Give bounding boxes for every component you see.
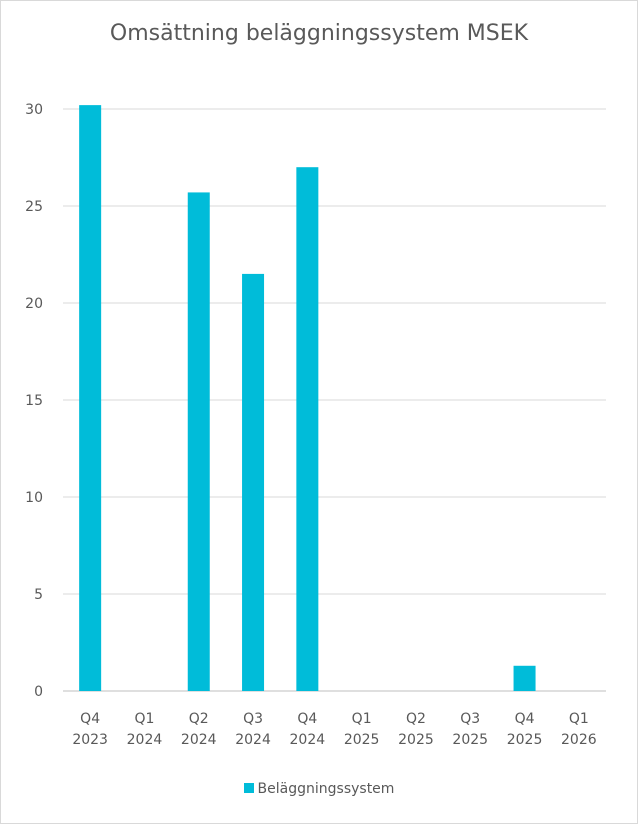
x-tick-label: 2024 [181, 732, 217, 748]
x-tick-label: 2025 [398, 732, 434, 748]
x-tick-label: 2023 [72, 732, 108, 748]
bar [242, 273, 265, 691]
x-tick-label: Q3 [460, 711, 480, 727]
y-tick-label: 30 [25, 102, 43, 118]
chart-legend: Beläggningssystem [1, 781, 637, 797]
x-tick-label: Q1 [569, 711, 589, 727]
bar [513, 665, 536, 691]
y-tick-label: 25 [25, 199, 43, 215]
bar [187, 192, 210, 692]
x-tick-label: Q1 [352, 711, 372, 727]
x-tick-label: 2024 [127, 732, 163, 748]
x-tick-label: 2024 [290, 732, 326, 748]
x-tick-label: 2025 [344, 732, 380, 748]
chart-title: Omsättning beläggningssystem MSEK [109, 21, 529, 46]
bar [296, 167, 319, 691]
legend-label: Beläggningssystem [257, 781, 395, 797]
x-tick-label: Q1 [134, 711, 154, 727]
x-tick-label: 2024 [235, 732, 271, 748]
y-tick-label: 0 [34, 684, 43, 700]
x-tick-label: Q4 [297, 711, 317, 727]
x-tick-label: Q2 [406, 711, 426, 727]
x-tick-label: Q4 [515, 711, 535, 727]
y-tick-label: 10 [25, 490, 43, 506]
legend-swatch [243, 783, 254, 793]
x-tick-label: Q3 [243, 711, 263, 727]
bar [79, 105, 102, 692]
y-tick-label: 15 [25, 393, 43, 409]
y-tick-label: 5 [34, 587, 43, 603]
x-tick-label: Q4 [80, 711, 100, 727]
x-tick-label: 2025 [452, 732, 488, 748]
y-tick-label: 20 [25, 296, 43, 312]
x-tick-label: Q2 [189, 711, 209, 727]
chart-plot: 051015202530Q42023Q12024Q22024Q32024Q420… [25, 102, 606, 748]
x-tick-label: 2026 [561, 732, 597, 748]
x-tick-label: 2025 [507, 732, 543, 748]
